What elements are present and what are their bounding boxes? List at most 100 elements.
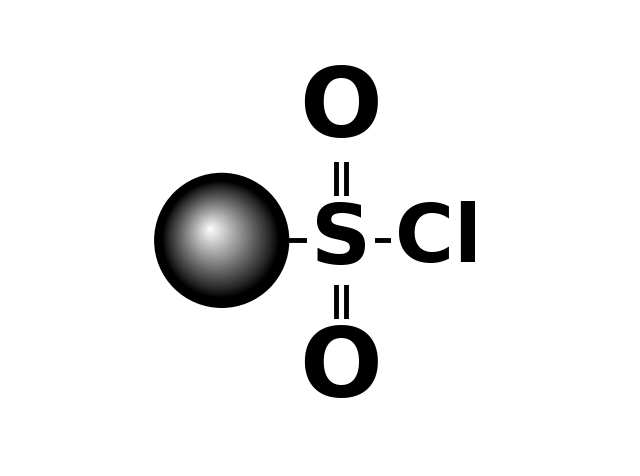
Ellipse shape xyxy=(191,210,237,256)
Ellipse shape xyxy=(209,227,212,231)
Ellipse shape xyxy=(175,193,261,280)
Ellipse shape xyxy=(173,191,264,282)
Ellipse shape xyxy=(204,223,218,237)
Ellipse shape xyxy=(161,180,281,299)
Ellipse shape xyxy=(192,210,237,255)
Ellipse shape xyxy=(199,218,226,245)
Ellipse shape xyxy=(208,227,213,232)
Ellipse shape xyxy=(191,209,238,257)
Ellipse shape xyxy=(172,191,265,284)
Ellipse shape xyxy=(180,199,252,271)
Ellipse shape xyxy=(181,200,252,270)
Ellipse shape xyxy=(202,221,221,240)
Ellipse shape xyxy=(174,193,262,280)
Ellipse shape xyxy=(186,205,244,263)
Ellipse shape xyxy=(185,203,247,266)
Ellipse shape xyxy=(198,217,228,247)
Ellipse shape xyxy=(204,222,220,238)
Ellipse shape xyxy=(180,199,253,272)
Ellipse shape xyxy=(178,197,257,276)
Ellipse shape xyxy=(204,223,219,238)
Ellipse shape xyxy=(159,177,285,303)
Ellipse shape xyxy=(196,215,230,249)
Ellipse shape xyxy=(184,202,248,268)
Ellipse shape xyxy=(183,202,249,268)
Ellipse shape xyxy=(179,197,255,274)
Ellipse shape xyxy=(171,189,267,286)
Ellipse shape xyxy=(193,211,236,254)
Ellipse shape xyxy=(167,186,273,291)
Ellipse shape xyxy=(193,212,235,253)
Ellipse shape xyxy=(164,182,277,296)
Ellipse shape xyxy=(164,183,276,295)
Ellipse shape xyxy=(161,179,282,300)
Ellipse shape xyxy=(167,186,272,291)
Ellipse shape xyxy=(182,201,250,269)
Text: O: O xyxy=(300,324,382,417)
Ellipse shape xyxy=(206,225,216,235)
Ellipse shape xyxy=(174,192,262,281)
Ellipse shape xyxy=(209,228,212,231)
Ellipse shape xyxy=(198,217,227,246)
Ellipse shape xyxy=(179,198,255,274)
Ellipse shape xyxy=(210,228,211,229)
Ellipse shape xyxy=(175,194,260,279)
Ellipse shape xyxy=(159,178,284,303)
Ellipse shape xyxy=(202,220,222,241)
Ellipse shape xyxy=(207,225,215,234)
Ellipse shape xyxy=(162,180,280,298)
Ellipse shape xyxy=(168,187,270,289)
Ellipse shape xyxy=(169,188,269,288)
Ellipse shape xyxy=(168,187,271,289)
Ellipse shape xyxy=(196,214,231,249)
Ellipse shape xyxy=(200,218,225,244)
Ellipse shape xyxy=(192,211,236,255)
Ellipse shape xyxy=(176,195,259,278)
Ellipse shape xyxy=(165,184,275,294)
Ellipse shape xyxy=(195,213,233,251)
Text: O: O xyxy=(300,64,382,157)
Ellipse shape xyxy=(200,219,225,243)
Ellipse shape xyxy=(188,207,242,260)
Ellipse shape xyxy=(177,195,259,278)
Ellipse shape xyxy=(201,219,223,242)
Ellipse shape xyxy=(173,192,263,282)
Ellipse shape xyxy=(184,202,248,267)
Ellipse shape xyxy=(203,222,220,239)
Ellipse shape xyxy=(195,214,232,250)
Ellipse shape xyxy=(160,178,283,301)
Ellipse shape xyxy=(182,201,250,268)
Ellipse shape xyxy=(195,214,232,251)
Ellipse shape xyxy=(186,204,246,264)
Ellipse shape xyxy=(170,189,268,286)
Ellipse shape xyxy=(190,208,239,258)
Ellipse shape xyxy=(182,200,251,270)
Ellipse shape xyxy=(157,176,286,305)
Ellipse shape xyxy=(196,215,230,248)
Ellipse shape xyxy=(166,185,273,292)
Ellipse shape xyxy=(203,221,221,239)
Ellipse shape xyxy=(164,183,276,295)
Ellipse shape xyxy=(207,226,214,233)
Ellipse shape xyxy=(202,220,223,241)
Ellipse shape xyxy=(177,196,258,277)
Ellipse shape xyxy=(166,184,275,293)
Ellipse shape xyxy=(189,208,240,258)
Ellipse shape xyxy=(163,181,278,297)
Ellipse shape xyxy=(170,188,269,288)
Ellipse shape xyxy=(186,205,245,264)
Ellipse shape xyxy=(205,224,217,236)
Ellipse shape xyxy=(177,196,257,276)
Ellipse shape xyxy=(159,178,284,302)
Ellipse shape xyxy=(179,198,254,273)
Ellipse shape xyxy=(163,181,279,298)
Ellipse shape xyxy=(172,190,266,284)
Text: Cl: Cl xyxy=(395,201,481,279)
Ellipse shape xyxy=(206,225,216,235)
Ellipse shape xyxy=(158,177,285,304)
Ellipse shape xyxy=(188,206,243,262)
Ellipse shape xyxy=(163,182,278,297)
Ellipse shape xyxy=(207,226,214,233)
Ellipse shape xyxy=(170,188,268,287)
Ellipse shape xyxy=(168,186,271,290)
